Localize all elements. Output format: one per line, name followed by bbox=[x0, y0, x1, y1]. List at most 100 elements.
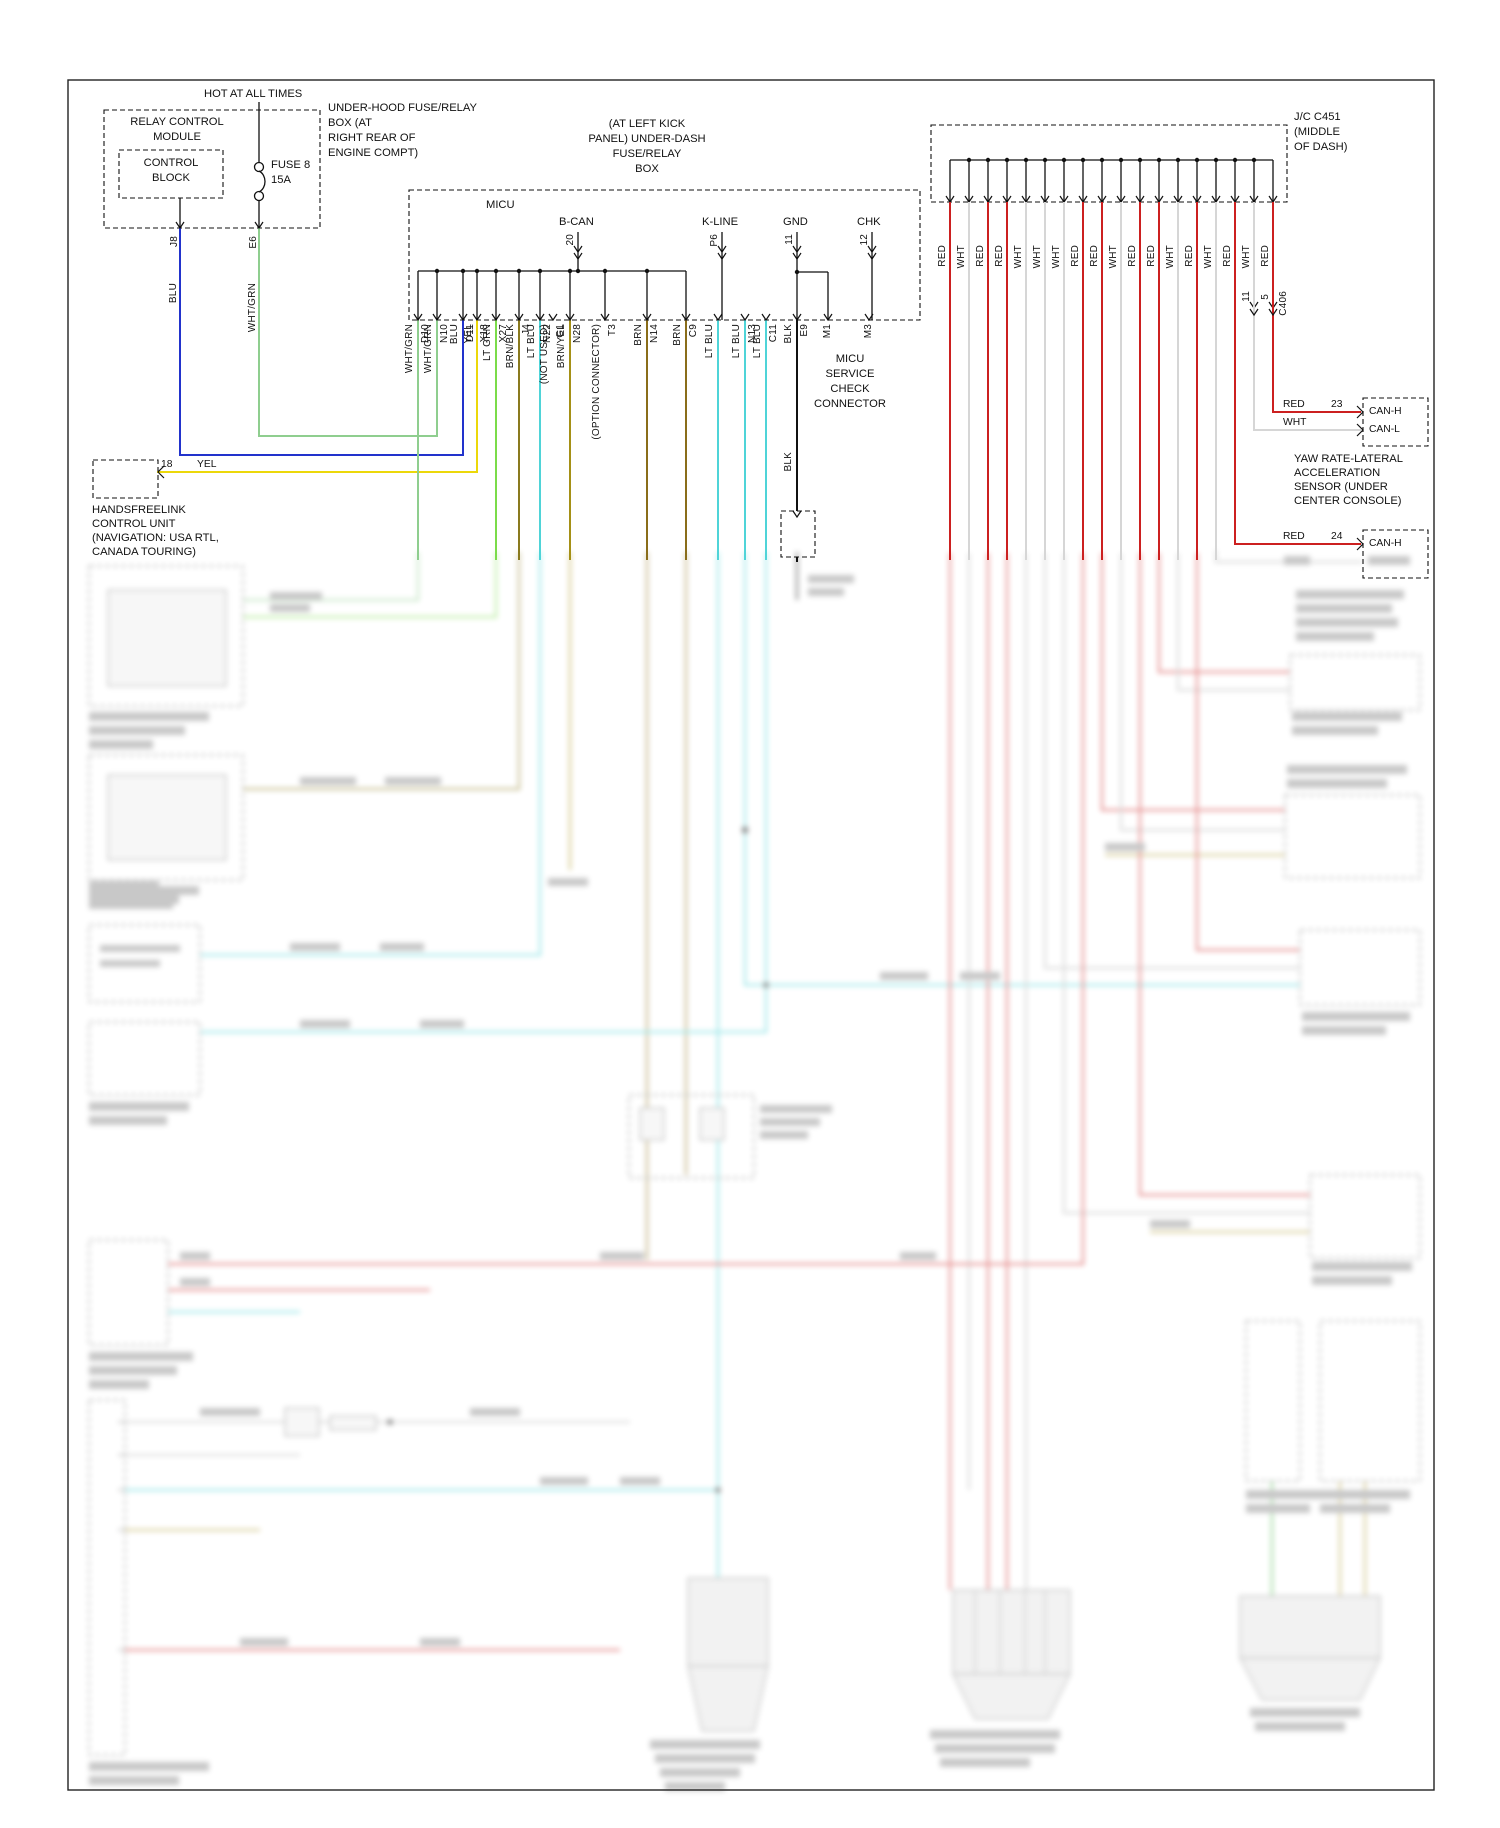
control-block-box bbox=[118, 149, 224, 199]
junction-c451-label: J/C C451 (MIDDLE OF DASH) bbox=[1294, 111, 1348, 153]
jc-wire-color-label: WHT bbox=[1108, 245, 1119, 269]
micu-gnd-label: GND bbox=[783, 216, 808, 228]
relay-control-module-label: RELAY CONTROL MODULE bbox=[130, 116, 224, 143]
handsfreelink-pin-number: 18 bbox=[161, 459, 173, 470]
micu-kline-label: K-LINE bbox=[702, 216, 739, 228]
micu-chk-pin-number: 12 bbox=[859, 234, 870, 246]
junction-dots bbox=[434, 268, 800, 275]
wire-blu-j8-d11 bbox=[179, 228, 464, 456]
micu-bcan-pin-number: 20 bbox=[565, 234, 576, 246]
diagram-border bbox=[67, 79, 1435, 1791]
fuse-label: FUSE 8 15A bbox=[271, 159, 311, 186]
micu-pin-id-C9: C9 bbox=[688, 324, 699, 338]
micu-pin-wire-color: BRN bbox=[633, 324, 644, 346]
relay-pin-e6: E6 bbox=[248, 236, 259, 249]
relay-pin-j8: J8 bbox=[169, 236, 180, 247]
yaw-can-h: CAN-H bbox=[1369, 406, 1402, 417]
jc-wire-color-label: RED bbox=[1127, 245, 1138, 267]
micu-pin-id-M3: M3 bbox=[863, 324, 874, 339]
underhood-fuse-relay-box bbox=[103, 109, 321, 229]
yaw-sensor-label: YAW RATE-LATERAL ACCELERATION SENSOR (UN… bbox=[1294, 453, 1403, 507]
yaw-wire-wht: WHT bbox=[1283, 417, 1307, 428]
micu-pin-wire-color: LT BLU bbox=[704, 324, 715, 359]
can2-terminal-24: 24 bbox=[1331, 531, 1343, 542]
blurred-text-bars bbox=[89, 556, 1412, 1791]
micu-pin-id-M1: M1 bbox=[822, 324, 833, 339]
jc-wire-color-label: RED bbox=[1184, 245, 1195, 267]
can2-connector-box bbox=[1362, 529, 1429, 579]
blurred-gray-wires bbox=[125, 1421, 630, 1456]
blurred-wires bbox=[125, 550, 1367, 1652]
blurred-connectors bbox=[687, 1577, 1382, 1732]
micu-pin-wire-color: BRN/YEL bbox=[556, 324, 567, 369]
connector-marks bbox=[157, 221, 1364, 551]
micu-pin-id-N28: N28 bbox=[572, 324, 583, 343]
wire-wht-canl bbox=[1253, 311, 1361, 431]
wire-red-can2 bbox=[1234, 311, 1361, 545]
blurred-junction-dots bbox=[387, 827, 769, 1493]
jc-wire-color-label: WHT bbox=[1013, 245, 1024, 269]
handsfreelink-connector-box bbox=[92, 459, 159, 499]
handsfreelink-label: HANDSFREELINK CONTROL UNIT (NAVIGATION: … bbox=[92, 504, 219, 558]
wire-color-label-whtgrn: WHT/GRN bbox=[247, 283, 258, 333]
underhood-box-label: UNDER-HOOD FUSE/RELAY BOX (AT RIGHT REAR… bbox=[328, 102, 477, 159]
jc-wire-color-label: WHT bbox=[1051, 245, 1062, 269]
micu-pin-wire-color: BLU bbox=[449, 324, 460, 345]
wire-yel-x18-handsfreelink bbox=[157, 320, 478, 473]
yaw-can-l: CAN-L bbox=[1369, 424, 1400, 435]
c406-pin-11: 11 bbox=[1241, 291, 1252, 302]
hot-at-all-times-label: HOT AT ALL TIMES bbox=[204, 88, 303, 100]
junction-wires bbox=[945, 157, 1278, 560]
micu-pin-wire-color: BRN bbox=[672, 324, 683, 346]
yaw-sensor-connector-box bbox=[1362, 397, 1429, 447]
wires bbox=[157, 228, 1361, 562]
micu-kline-pin-number: P6 bbox=[709, 234, 720, 247]
micu-pin-wire-color: BRN/BLK bbox=[505, 324, 516, 369]
c406-connector-name: C406 bbox=[1278, 291, 1289, 316]
jc-wire-color-label: RED bbox=[1089, 245, 1100, 267]
blurred-component-boxes bbox=[88, 565, 1421, 1756]
wire-whtgrn-e6-n10 bbox=[258, 228, 438, 437]
wire-color-label-blu: BLU bbox=[168, 283, 179, 304]
wire-red-canh bbox=[1272, 311, 1361, 413]
micu-bcan-label: B-CAN bbox=[559, 216, 594, 228]
micu-chk-label: CHK bbox=[857, 216, 881, 228]
jc-wire-color-label: WHT bbox=[1165, 245, 1176, 269]
micu-pin-id-T3: T3 bbox=[607, 324, 618, 337]
jc-wire-color-label: WHT bbox=[1032, 245, 1043, 269]
junction-c451-box bbox=[930, 124, 1288, 203]
micu-service-check-connector-label: MICU SERVICE CHECK CONNECTOR bbox=[814, 353, 886, 410]
micu-pin-wire-color: LT BLU bbox=[752, 324, 763, 359]
micu-pin-wire-color: WHT/GRN bbox=[423, 324, 434, 374]
can2-can-h: CAN-H bbox=[1369, 538, 1402, 549]
jc-wire-color-label: RED bbox=[1070, 245, 1081, 267]
jc-wire-color-label: RED bbox=[994, 245, 1005, 267]
micu-pin-wire-color: LT BLU bbox=[731, 324, 742, 359]
can2-wire-red: RED bbox=[1283, 531, 1305, 542]
jc-wire-color-label: WHT bbox=[956, 245, 967, 269]
blurred-pin-ticks bbox=[118, 1421, 125, 1651]
jc-wire-color-label: RED bbox=[1260, 245, 1271, 267]
jc-wire-color-label: WHT bbox=[1203, 245, 1214, 269]
micu-gnd-pin-number: 11 bbox=[784, 234, 795, 245]
micu-pin-id-N14: N14 bbox=[649, 324, 660, 343]
wire-color-label-blk-lower: BLK bbox=[783, 452, 794, 472]
micu-pin-wire-color: BLK bbox=[783, 324, 794, 344]
micu-label: MICU bbox=[486, 199, 515, 211]
micu-pin-wire-color: (NOT USED) bbox=[539, 324, 550, 385]
underdash-box-label: (AT LEFT KICK PANEL) UNDER-DASH FUSE/REL… bbox=[588, 118, 706, 175]
yaw-terminal-23: 23 bbox=[1331, 399, 1343, 410]
jc-wire-color-label: RED bbox=[937, 245, 948, 267]
underdash-micu-box bbox=[408, 189, 921, 321]
jc-wire-color-label: RED bbox=[1146, 245, 1157, 267]
micu-pin-id-C11: C11 bbox=[768, 324, 779, 343]
c406-pin-5: 5 bbox=[1260, 294, 1271, 300]
control-block-label: CONTROL BLOCK bbox=[143, 157, 199, 184]
micu-connector-pins bbox=[413, 313, 874, 322]
micu-pin-wire-color: LT GRN bbox=[482, 324, 493, 361]
component-boxes bbox=[92, 109, 1429, 579]
jc-wire-color-label: RED bbox=[1222, 245, 1233, 267]
